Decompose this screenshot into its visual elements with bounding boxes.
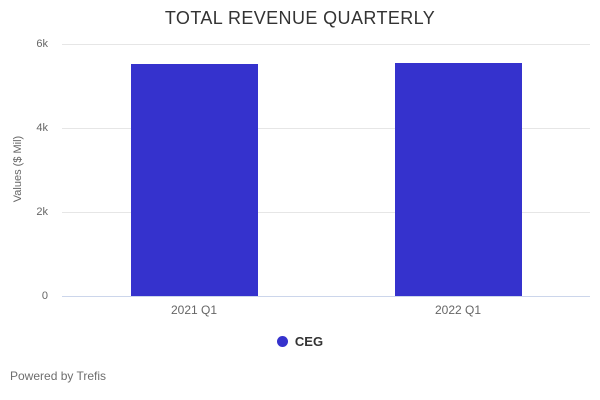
x-tick-label: 2022 Q1	[434, 303, 482, 317]
x-tick-label: 2021 Q1	[170, 303, 218, 317]
bar-2022-q1[interactable]	[394, 62, 522, 296]
gridline	[62, 128, 590, 129]
bar-2021-q1[interactable]	[130, 63, 258, 296]
gridline	[62, 44, 590, 45]
y-tick-label: 6k	[36, 38, 48, 50]
powered-by-credit: Powered by Trefis	[10, 369, 107, 383]
legend: CEG	[0, 334, 600, 349]
legend-label: CEG	[294, 334, 324, 349]
legend-marker-icon	[276, 336, 288, 347]
gridline	[62, 212, 590, 213]
x-axis-line	[62, 296, 590, 297]
y-tick-label: 0	[41, 290, 48, 302]
y-tick-label: 2k	[36, 206, 48, 218]
legend-item-ceg[interactable]: CEG	[276, 334, 324, 349]
chart-title: TOTAL REVENUE QUARTERLY	[164, 8, 436, 28]
y-tick-label: 4k	[36, 122, 48, 134]
